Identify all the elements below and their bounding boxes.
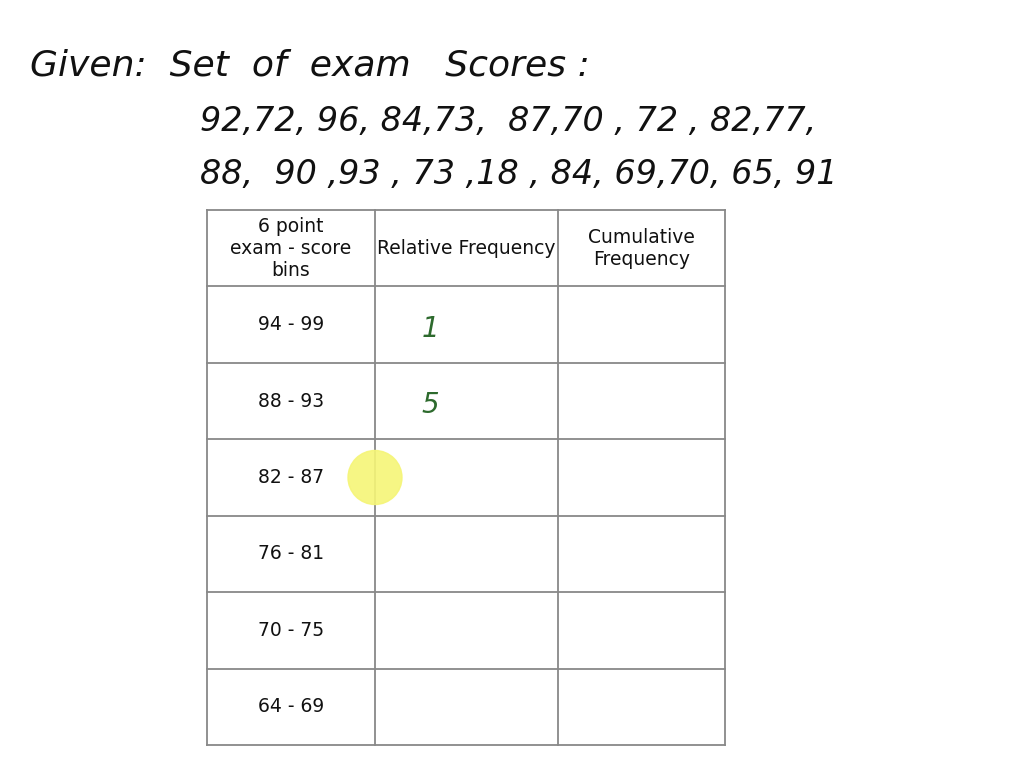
Text: 6 point
exam - score
bins: 6 point exam - score bins [230, 217, 351, 280]
Text: 5: 5 [421, 391, 439, 419]
Circle shape [348, 451, 402, 505]
Text: 70 - 75: 70 - 75 [258, 621, 324, 640]
Text: Cumulative
Frequency: Cumulative Frequency [588, 228, 695, 269]
Text: 88 - 93: 88 - 93 [258, 392, 324, 411]
Text: 1: 1 [421, 315, 439, 343]
Text: 64 - 69: 64 - 69 [258, 697, 325, 717]
Text: 92,72, 96, 84,73,  87,70 , 72 , 82,77,: 92,72, 96, 84,73, 87,70 , 72 , 82,77, [200, 105, 816, 138]
Text: 82 - 87: 82 - 87 [258, 468, 324, 487]
Text: Relative Frequency: Relative Frequency [377, 239, 556, 258]
Text: 94 - 99: 94 - 99 [258, 315, 325, 334]
Text: Given:  Set  of  exam   Scores :: Given: Set of exam Scores : [30, 48, 590, 82]
Text: 88,  90 ,93 , 73 ,18 , 84, 69,70, 65, 91: 88, 90 ,93 , 73 ,18 , 84, 69,70, 65, 91 [200, 158, 838, 191]
Text: 76 - 81: 76 - 81 [258, 545, 324, 564]
